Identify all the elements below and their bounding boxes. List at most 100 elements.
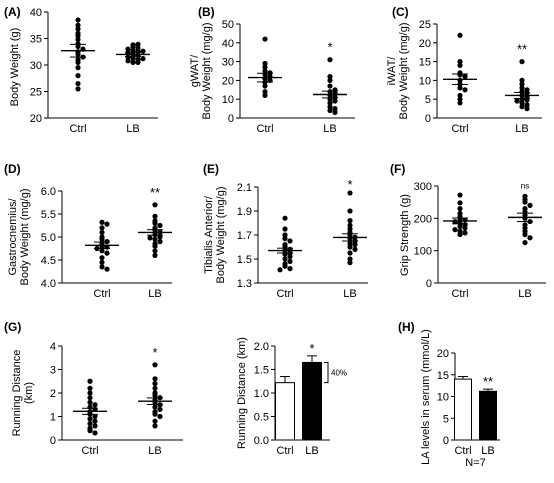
- panel4-point: [152, 236, 158, 242]
- panel6-point: [457, 192, 463, 198]
- panel8-x-tick-label: Ctrl: [276, 445, 293, 457]
- panel1-point: [75, 59, 81, 65]
- panel3-x-tick-label: Ctrl: [451, 123, 468, 135]
- panel7-point: [152, 392, 158, 398]
- panel7-point: [87, 428, 93, 434]
- panel1-point: [75, 86, 81, 92]
- panel5-point: [347, 222, 353, 228]
- panel1-point: [130, 43, 136, 50]
- panel2-point: [262, 83, 268, 89]
- panel6-label: (F): [390, 162, 405, 176]
- panel3-point: [519, 85, 525, 91]
- panel5-point: [282, 232, 288, 238]
- panel4-point: [99, 264, 105, 270]
- panel6-y-axis-label: Grip Strength (g): [399, 194, 411, 276]
- panel4-point: [157, 222, 163, 229]
- panel2-point: [327, 104, 333, 110]
- panel3-point: [519, 89, 525, 95]
- panel5-y-tick-label: 1.9: [237, 206, 252, 218]
- panel8-bracket: [324, 361, 329, 384]
- panel8-y-tick-label: 1.5: [254, 365, 269, 377]
- panel3-x-tick-label: LB: [515, 123, 528, 135]
- panel1-point: [75, 22, 81, 28]
- panel1-point: [125, 58, 131, 64]
- panel9-significance: **: [483, 374, 493, 389]
- panel1-point: [75, 73, 81, 79]
- panel5-significance: *: [347, 177, 352, 192]
- panel1-y-axis-label: Body Weight (g): [9, 28, 21, 107]
- panel1-y-tick-label: 25: [30, 87, 42, 99]
- panel2-point: [332, 106, 338, 112]
- panel3-point: [524, 106, 530, 112]
- panel6-point: [462, 230, 468, 236]
- panel7-significance: *: [152, 345, 157, 360]
- panel1-point: [140, 48, 146, 54]
- panel6-point: [522, 239, 528, 246]
- panel2-point: [332, 109, 338, 115]
- panel5-x-tick-label: Ctrl: [276, 288, 293, 300]
- panel7-point: [87, 390, 93, 396]
- panel4-point: [99, 225, 105, 231]
- panel3-point: [457, 62, 463, 68]
- panel7-point: [157, 406, 163, 413]
- panel5-y-tick-label: 1.3: [237, 278, 252, 290]
- panel9-y-tick-label: 10: [437, 392, 449, 404]
- panel3-point: [457, 32, 463, 38]
- panel4-label: (D): [4, 162, 21, 176]
- panel1-x-tick-label: LB: [126, 123, 139, 135]
- panel9-x-tick-label: LB: [481, 445, 494, 457]
- panel7-y-axis-label: Running Distance: [11, 350, 23, 437]
- panel1-y-tick-label: 20: [30, 113, 42, 125]
- panel3-point: [519, 81, 525, 87]
- panel4-point: [99, 236, 105, 242]
- panel6-point: [452, 227, 458, 233]
- panel8-y-tick-label: 0.0: [254, 435, 269, 447]
- panel8-y-tick-label: 2.0: [254, 341, 269, 353]
- panel4-x-tick-label: LB: [148, 288, 161, 300]
- panel4-y-tick-label: 5.0: [41, 232, 56, 244]
- panel4-point: [152, 243, 158, 249]
- panel5-y-tick-label: 1.7: [237, 230, 252, 242]
- panel3-significance: **: [517, 42, 527, 57]
- panel1-point: [75, 17, 81, 23]
- panel9-y-tick-label: 0: [443, 435, 449, 447]
- panel6-point: [457, 231, 463, 238]
- panel1-point: [75, 33, 81, 39]
- panel2-point: [262, 68, 268, 74]
- panel5-point: [352, 246, 358, 252]
- panel2-y-tick-label: 30: [222, 57, 234, 69]
- panel1-x-tick-label: Ctrl: [69, 123, 86, 135]
- panel5-point: [347, 256, 353, 262]
- panel7-x-tick-label: Ctrl: [81, 445, 98, 457]
- panel4-point: [152, 202, 158, 208]
- panel7-point: [87, 378, 93, 384]
- panel3-y-tick-label: 25: [419, 19, 431, 31]
- panel3-point: [519, 96, 525, 102]
- panel7-x-tick-label: LB: [148, 445, 161, 457]
- panel3-y-axis-label: Body Weight (mg/g): [398, 22, 410, 119]
- panel5-point: [347, 260, 353, 266]
- panel9-bar: [454, 378, 472, 441]
- panel2-label: (B): [198, 5, 215, 19]
- panel7-point: [87, 395, 93, 401]
- panel2-point: [327, 74, 333, 80]
- panel3-point: [519, 59, 525, 65]
- panel2-y-tick-label: 20: [222, 75, 234, 87]
- panel6-y-tick-label: 100: [414, 246, 432, 258]
- panel2-y-tick-label: 50: [222, 19, 234, 31]
- panel2-point: [262, 60, 268, 67]
- panel8-bar: [275, 382, 295, 441]
- panel2-point: [262, 89, 268, 95]
- panel6-point: [457, 206, 463, 212]
- panel4-point: [99, 259, 105, 265]
- panel2-point: [327, 77, 333, 83]
- panel4-point: [99, 248, 105, 254]
- panel6-point: [457, 200, 463, 206]
- panel6-point: [527, 235, 533, 241]
- panel6-y-tick-label: 200: [414, 213, 432, 225]
- panel5-point: [282, 215, 288, 221]
- panel2-point: [262, 64, 268, 70]
- panel2-point: [332, 98, 338, 104]
- panel2-y-tick-label: 40: [222, 38, 234, 50]
